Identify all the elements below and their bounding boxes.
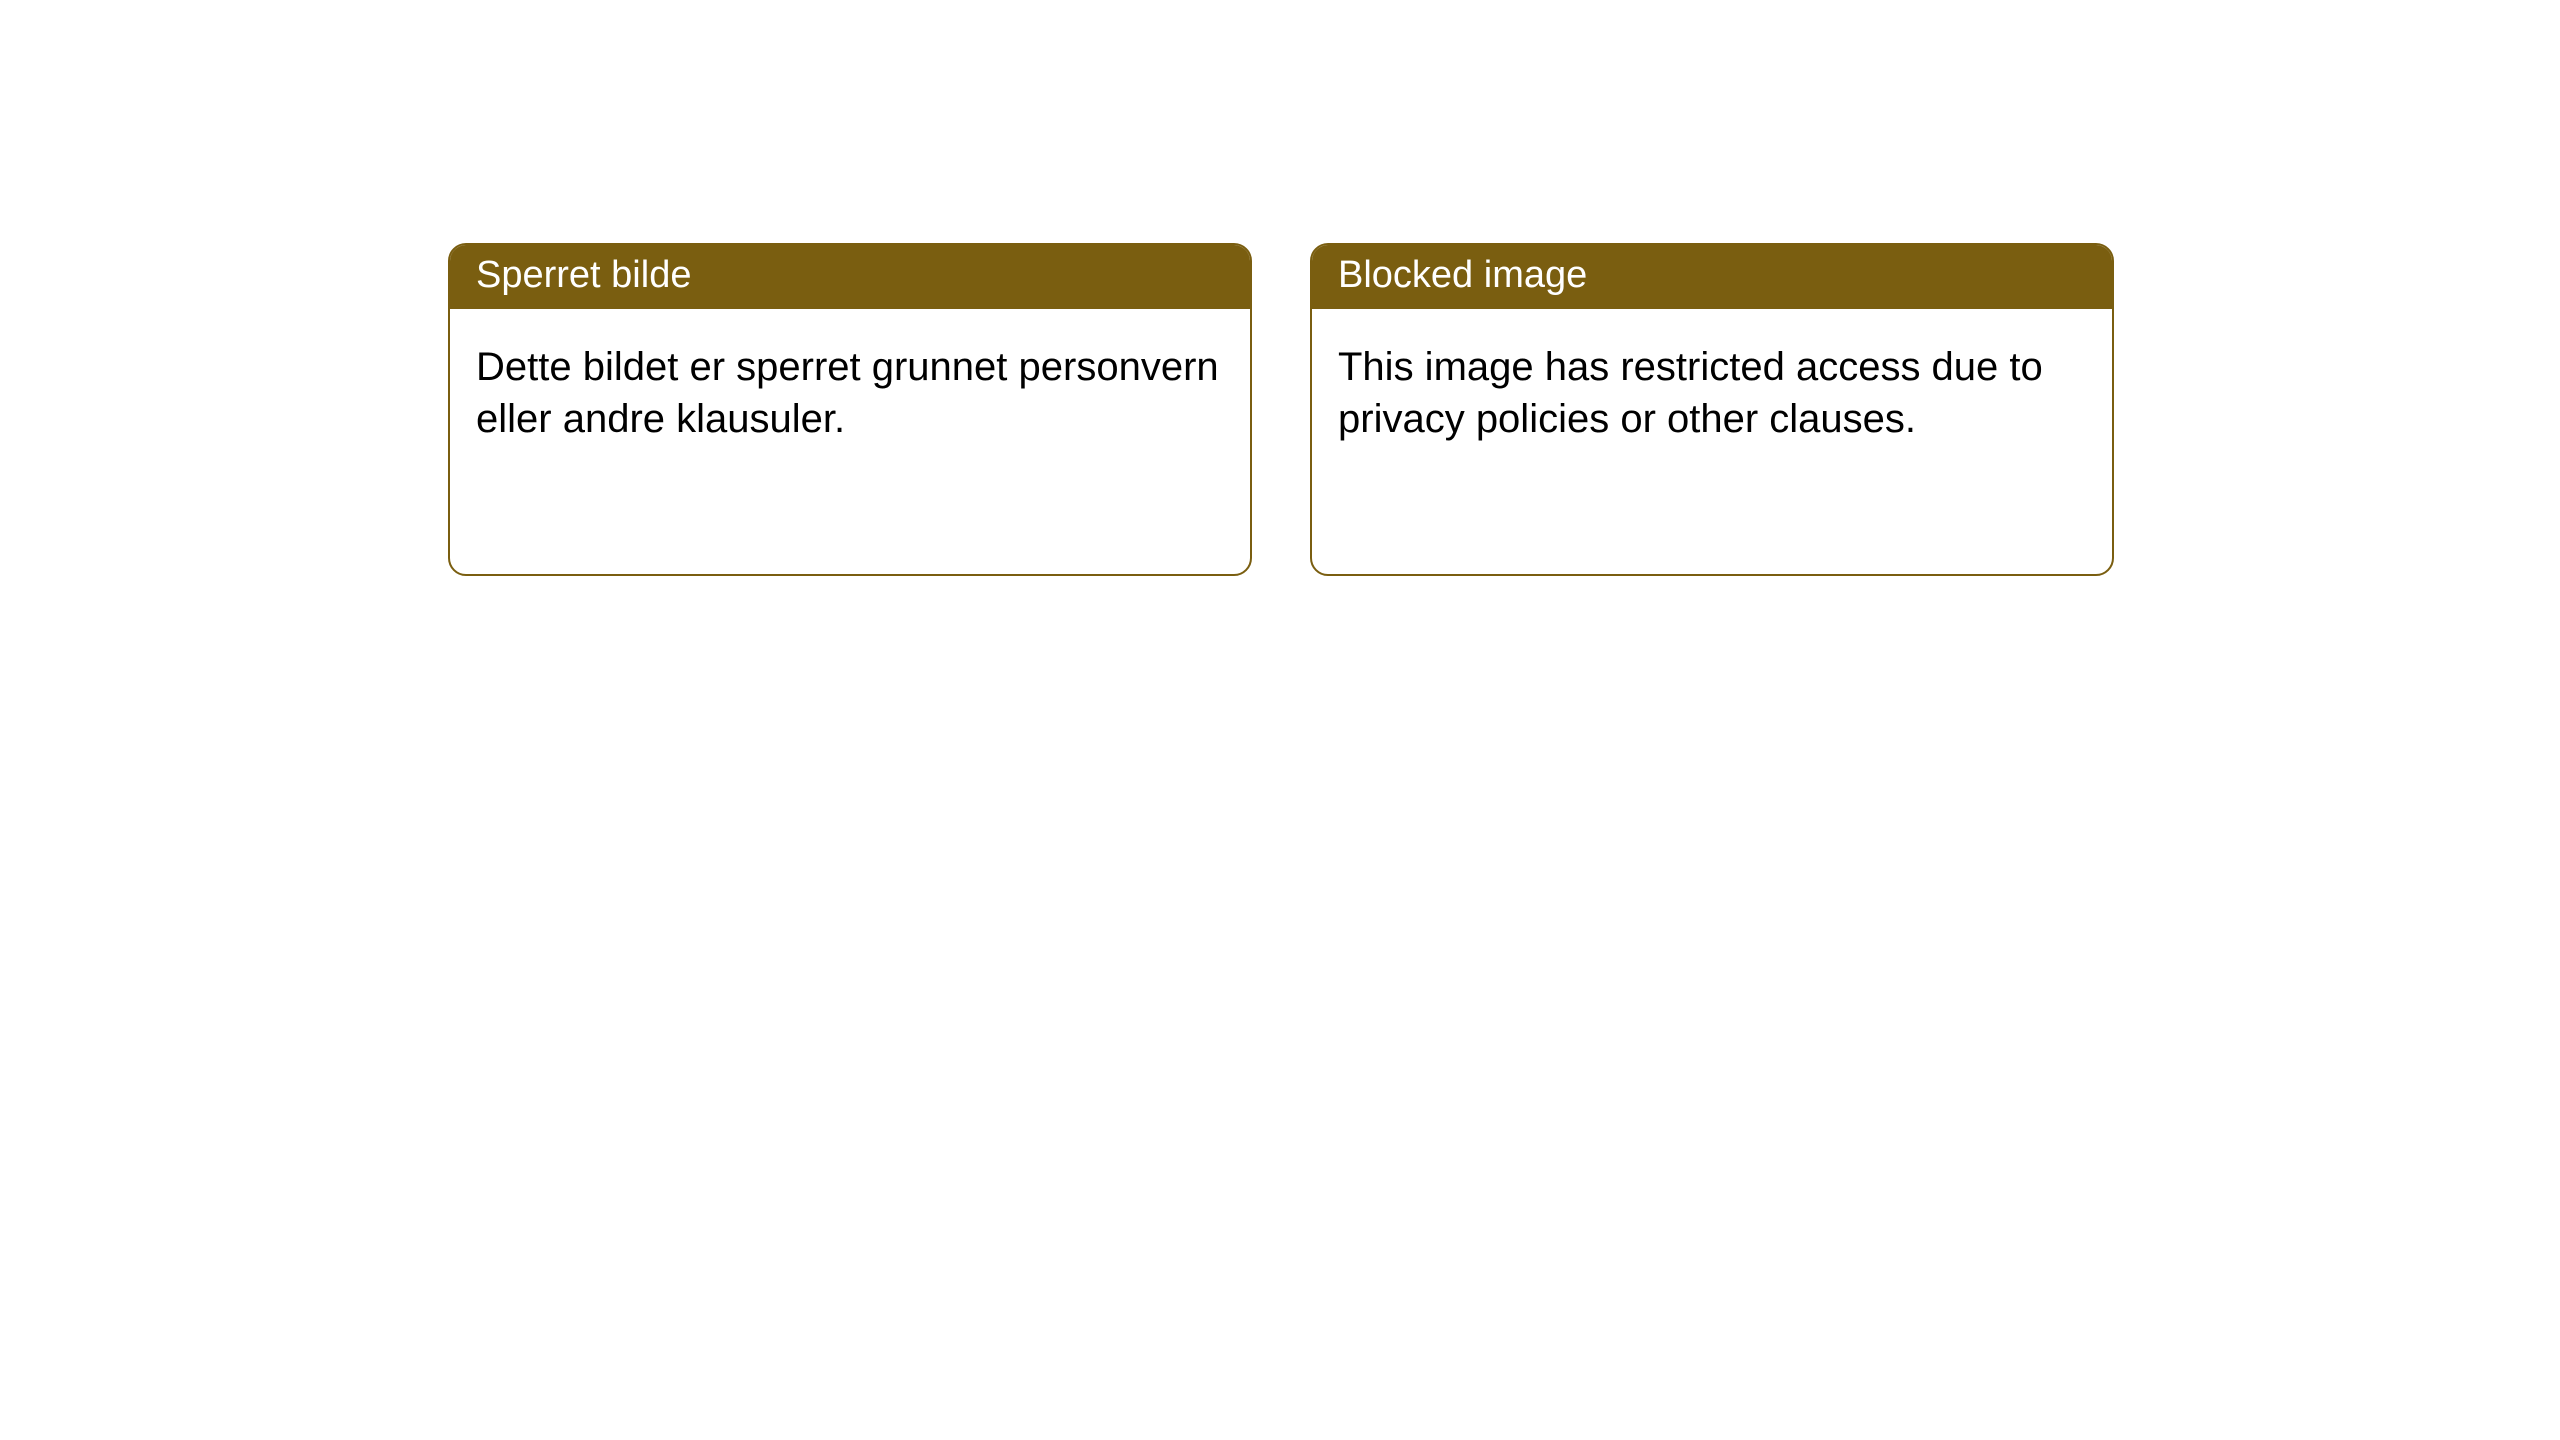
card-title: Blocked image xyxy=(1312,245,2112,309)
blocked-image-card-no: Sperret bilde Dette bildet er sperret gr… xyxy=(448,243,1252,576)
cards-container: Sperret bilde Dette bildet er sperret gr… xyxy=(448,243,2114,576)
card-body: This image has restricted access due to … xyxy=(1312,309,2112,477)
card-title: Sperret bilde xyxy=(450,245,1250,309)
card-body: Dette bildet er sperret grunnet personve… xyxy=(450,309,1250,477)
blocked-image-card-en: Blocked image This image has restricted … xyxy=(1310,243,2114,576)
